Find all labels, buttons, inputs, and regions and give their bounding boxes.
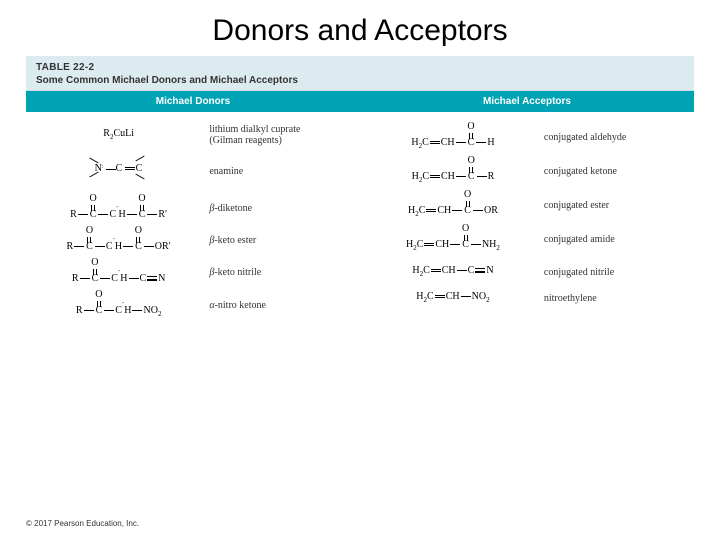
donor-structure-diketone: RCC¨HCR′	[32, 196, 205, 220]
donor-label: β-diketone	[205, 203, 353, 214]
col-header-acceptors: Michael Acceptors	[360, 96, 694, 107]
donor-structure-enamine: N: C C	[32, 154, 205, 188]
acceptor-structure-nitroethylene: H2CCHNO2	[366, 292, 540, 304]
donors-column: R2CuLi lithium dialkyl cuprate (Gilman r…	[26, 112, 360, 442]
acceptor-row: H2CCHCN conjugated nitrile	[366, 266, 688, 278]
donor-row: RCC¨HCOR′ β-keto ester	[32, 228, 353, 252]
acceptor-structure-ester: H2CCHCOR	[366, 192, 540, 218]
donor-label: β-keto nitrile	[205, 267, 353, 278]
donor-structure-ketonitrile: RCC¨HCN	[32, 260, 205, 284]
table-header-bar: TABLE 22-2 Some Common Michael Donors an…	[26, 56, 694, 91]
acceptor-row: H2CCHCR conjugated ketone	[366, 158, 688, 184]
acceptor-label: conjugated nitrile	[540, 267, 688, 278]
copyright-text: © 2017 Pearson Education, Inc.	[26, 519, 139, 528]
donor-structure-cuprate: R2CuLi	[32, 129, 205, 141]
acceptor-label: conjugated aldehyde	[540, 132, 688, 143]
table-title: Some Common Michael Donors and Michael A…	[36, 75, 684, 86]
acceptor-row: H2CCHCNH2 conjugated amide	[366, 226, 688, 252]
acceptor-label: nitroethylene	[540, 293, 688, 304]
table-body: R2CuLi lithium dialkyl cuprate (Gilman r…	[26, 112, 694, 442]
donor-label: lithium dialkyl cuprate (Gilman reagents…	[205, 124, 353, 146]
acceptor-structure-amide: H2CCHCNH2	[366, 226, 540, 252]
donor-label: α-nitro ketone	[205, 300, 353, 311]
acceptor-label: conjugated amide	[540, 234, 688, 245]
table-number: TABLE 22-2	[36, 62, 684, 73]
donor-structure-nitroketone: RCC¨HNO2	[32, 292, 205, 318]
col-header-donors: Michael Donors	[26, 96, 360, 107]
acceptor-row: H2CCHNO2 nitroethylene	[366, 292, 688, 304]
acceptor-structure-aldehyde: H2CCHCH	[366, 124, 540, 150]
donor-row: RCC¨HNO2 α-nitro ketone	[32, 292, 353, 318]
acceptor-label: conjugated ester	[540, 200, 688, 211]
acceptor-label: conjugated ketone	[540, 166, 688, 177]
donor-row: RCC¨HCR′ β-diketone	[32, 196, 353, 220]
donor-label: β-keto ester	[205, 235, 353, 246]
table-22-2: TABLE 22-2 Some Common Michael Donors an…	[26, 56, 694, 442]
donor-row: R2CuLi lithium dialkyl cuprate (Gilman r…	[32, 124, 353, 146]
acceptor-row: H2CCHCOR conjugated ester	[366, 192, 688, 218]
donor-label: enamine	[205, 166, 353, 177]
slide-title: Donors and Acceptors	[0, 0, 720, 56]
acceptors-column: H2CCHCH conjugated aldehyde H2CCHCR conj…	[360, 112, 694, 442]
donor-structure-ketoester: RCC¨HCOR′	[32, 228, 205, 252]
acceptor-structure-ketone: H2CCHCR	[366, 158, 540, 184]
column-header-row: Michael Donors Michael Acceptors	[26, 91, 694, 112]
donor-row: N: C C enamine	[32, 154, 353, 188]
acceptor-row: H2CCHCH conjugated aldehyde	[366, 124, 688, 150]
donor-row: RCC¨HCN β-keto nitrile	[32, 260, 353, 284]
acceptor-structure-nitrile: H2CCHCN	[366, 266, 540, 278]
